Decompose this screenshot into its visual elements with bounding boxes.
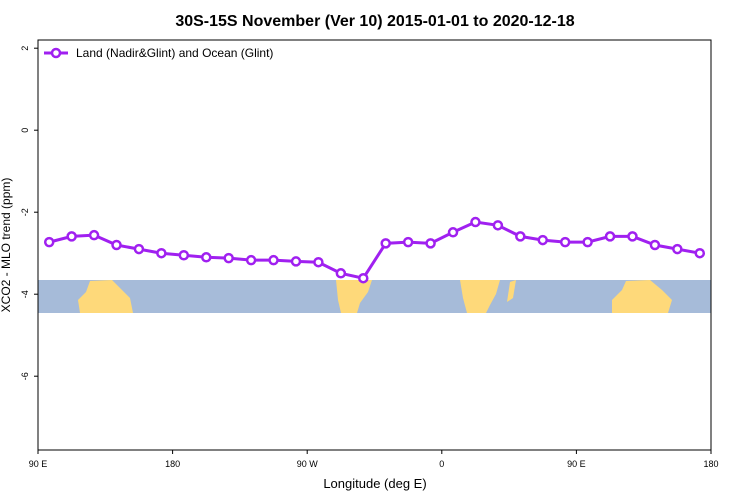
marker: [694, 247, 706, 259]
land: [460, 280, 500, 313]
land: [78, 280, 133, 313]
y-axis-label: XCO2 - MLO trend (ppm): [0, 178, 13, 313]
marker: [201, 252, 212, 263]
marker: [245, 254, 257, 266]
y-tick-label: -2: [20, 208, 30, 216]
marker: [268, 254, 279, 266]
marker: [447, 227, 459, 238]
marker: [402, 236, 414, 248]
y-tick-label: -4: [20, 290, 30, 298]
x-tick-label: 90 E: [29, 459, 48, 469]
marker: [335, 268, 347, 279]
land: [507, 280, 516, 302]
marker: [672, 243, 683, 255]
marker: [537, 234, 548, 246]
marker: [604, 231, 616, 242]
marker: [649, 239, 661, 251]
x-axis-label: Longitude (deg E): [323, 476, 426, 491]
marker: [470, 216, 481, 228]
marker: [358, 272, 369, 284]
marker: [43, 236, 55, 248]
x-tick-label: 0: [439, 459, 444, 469]
legend-marker: [50, 47, 62, 59]
marker: [515, 231, 526, 242]
x-tick-label: 90 E: [567, 459, 586, 469]
y-tick-label: 2: [20, 46, 30, 51]
ocean: [38, 280, 711, 313]
x-tick-label: 90 W: [297, 459, 319, 469]
x-tick-label: 180: [165, 459, 180, 469]
marker: [156, 247, 167, 259]
marker: [290, 256, 302, 267]
map-strip: [38, 280, 711, 313]
marker: [88, 229, 100, 241]
marker: [582, 236, 593, 248]
marker: [425, 238, 436, 249]
land: [336, 280, 372, 313]
legend-label: Land (Nadir&Glint) and Ocean (Glint): [76, 46, 273, 60]
y-tick-label: -6: [20, 372, 30, 380]
marker: [133, 243, 145, 255]
marker: [492, 220, 504, 231]
plot-frame: [37, 39, 712, 451]
land: [612, 280, 672, 313]
marker: [178, 250, 190, 261]
marker: [559, 236, 571, 248]
marker: [313, 256, 324, 268]
marker: [111, 239, 122, 251]
y-tick-label: 0: [20, 128, 30, 133]
marker: [627, 231, 638, 242]
marker: [380, 238, 391, 249]
marker: [223, 252, 234, 264]
x-tick-label: 180: [703, 459, 718, 469]
marker: [66, 231, 77, 242]
chart-title: 30S-15S November (Ver 10) 2015-01-01 to …: [175, 13, 574, 30]
